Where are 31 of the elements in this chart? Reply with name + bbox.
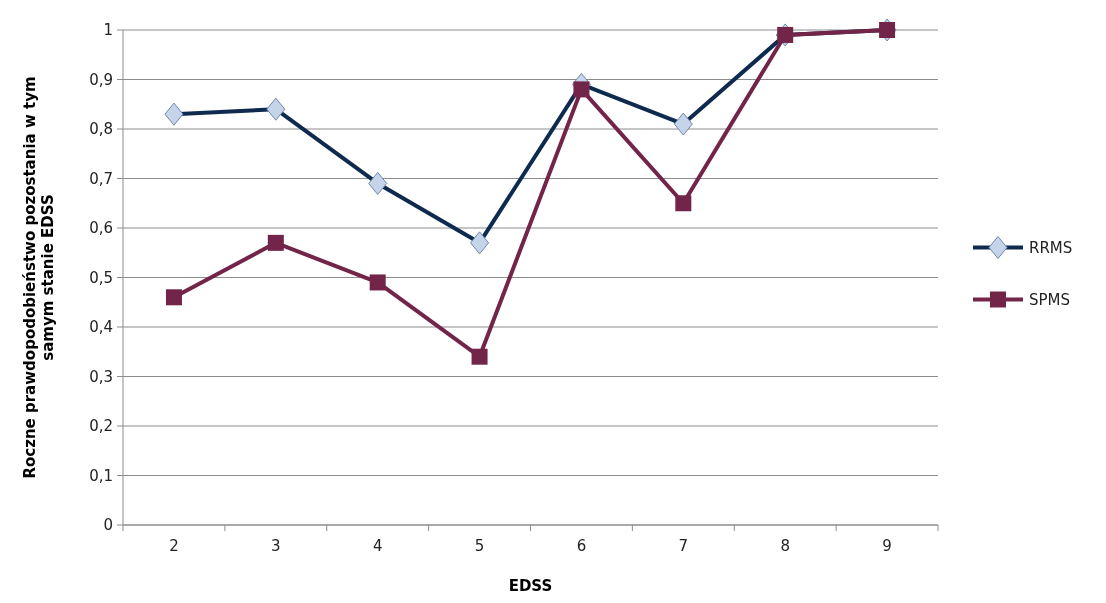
y-tick-label: 0,2 — [89, 417, 113, 436]
x-tick-label: 8 — [780, 537, 790, 555]
y-tick-label: 0,5 — [89, 268, 113, 287]
y-tick-label: 0,9 — [89, 70, 113, 89]
y-tick-label: 0,3 — [89, 367, 113, 386]
x-tick-label: 5 — [474, 537, 485, 555]
point — [165, 289, 182, 306]
point — [675, 195, 692, 212]
x-tick-label: 4 — [372, 537, 383, 555]
point — [777, 26, 794, 43]
y-axis-title: Roczne prawdopodobieństwo pozostania w tym samym stanie EDSS — [21, 76, 57, 479]
x-tick-label: 7 — [678, 537, 689, 555]
legend-label: SPMS — [1029, 290, 1071, 309]
legend-label: RRMS — [1029, 238, 1073, 257]
point — [267, 234, 284, 251]
y-tick-label: 1 — [103, 21, 113, 40]
x-tick-label: 6 — [576, 537, 587, 555]
point — [471, 348, 488, 365]
y-tick-label: 0 — [103, 516, 113, 535]
point — [369, 274, 386, 291]
y-tick-label: 0,1 — [89, 466, 113, 485]
y-tick-label: 0,8 — [89, 120, 113, 139]
y-tick-label: 0,6 — [89, 219, 113, 238]
x-tick-label: 9 — [882, 537, 892, 555]
x-tick-label: 2 — [169, 537, 179, 555]
point — [879, 22, 896, 38]
y-tick-label: 0,7 — [89, 169, 113, 188]
x-tick-label: 3 — [271, 537, 281, 555]
y-tick-label: 0,4 — [89, 318, 113, 337]
point — [573, 81, 590, 98]
x-axis-title: EDSS — [508, 577, 553, 595]
